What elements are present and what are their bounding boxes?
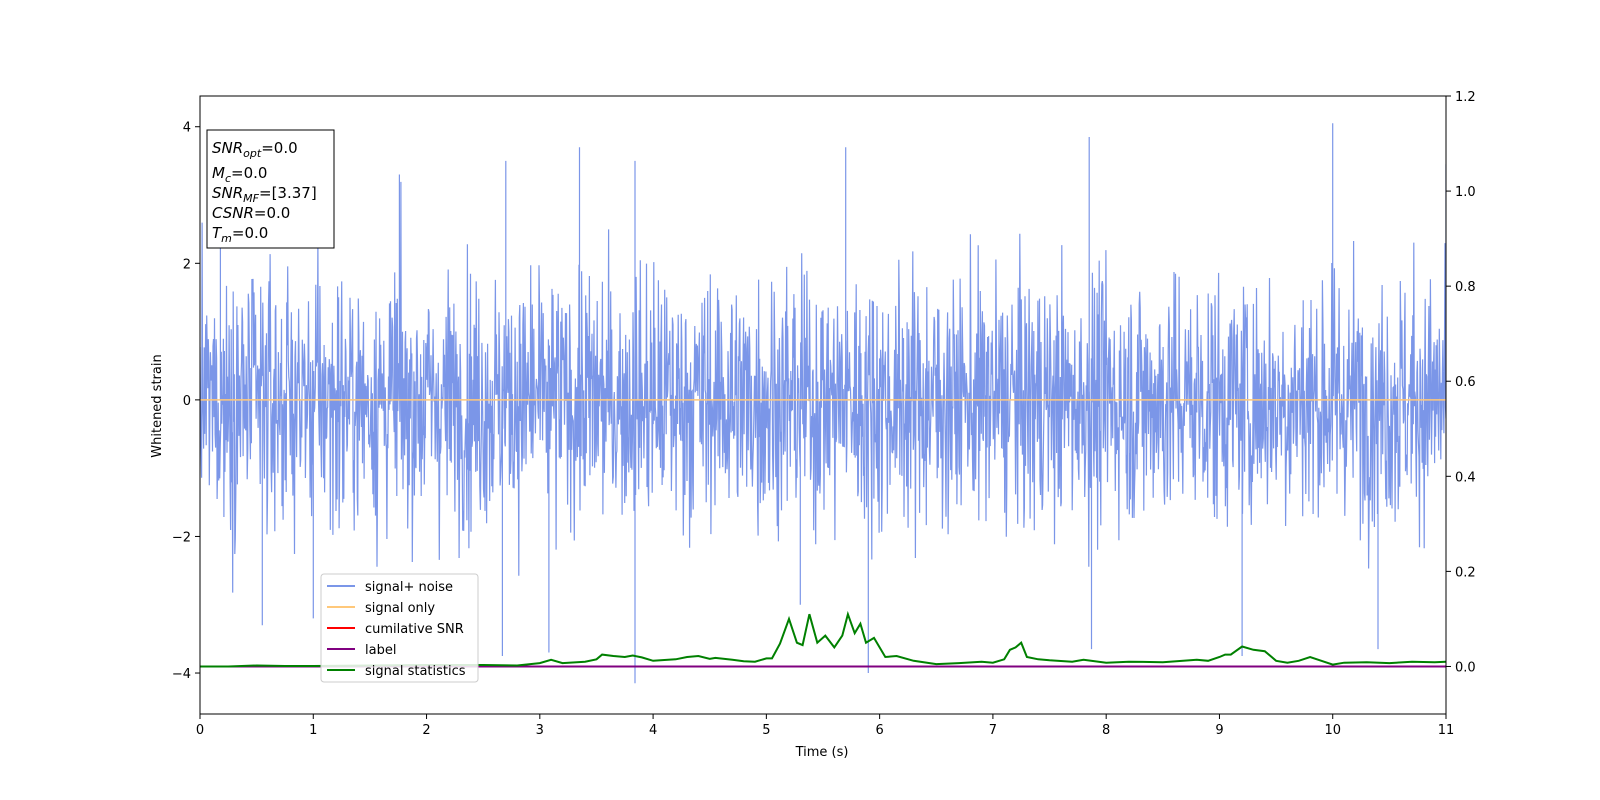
x-tick-label: 7 (989, 723, 997, 738)
y2-tick-label: 0.0 (1455, 660, 1476, 675)
x-tick-label: 4 (649, 723, 657, 738)
x-tick-label: 3 (536, 723, 544, 738)
annotation-line: Mc=0.0 (212, 164, 267, 185)
annotation-subscript: c (225, 172, 231, 185)
y-axis-right: 0.0 0.2 0.4 0.6 0.8 1.0 1.2 (1446, 90, 1476, 675)
annotation-line: Tm=0.0 (212, 224, 268, 245)
y-tick-label: 0 (183, 394, 191, 409)
annotation-value: =0.0 (231, 164, 267, 182)
y-axis-label: Whitened strain (150, 354, 165, 457)
y2-tick-label: 1.2 (1455, 90, 1476, 105)
annotation-line: SNRMF=[3.37] (212, 184, 317, 205)
legend-entry: signal+ noise (365, 580, 453, 595)
plot-frame (199, 95, 1447, 715)
y-tick-label: −2 (172, 530, 191, 545)
y2-tick-label: 0.6 (1455, 375, 1476, 390)
x-tick-label: 8 (1102, 723, 1110, 738)
legend-frame (320, 573, 479, 683)
legend-entry: label (365, 643, 396, 658)
legend-entry: signal statistics (365, 664, 466, 679)
legend-entry: signal only (365, 601, 435, 616)
x-tick-label: 5 (762, 723, 770, 738)
y2-tick-label: 0.8 (1455, 280, 1476, 295)
legend-entry: cumilative SNR (365, 622, 464, 637)
annotation-symbol: M (212, 164, 225, 182)
x-axis-label: Time (s) (795, 745, 849, 760)
y2-tick-label: 1.0 (1455, 185, 1476, 200)
series-signal-noise (200, 123, 1446, 684)
annotation-value: =0.0 (261, 139, 297, 157)
x-axis: 0 1 2 3 4 5 6 7 8 9 10 11 (196, 714, 1454, 738)
annotation-subscript: m (221, 232, 232, 245)
annotation-symbol: T (212, 224, 223, 242)
annotation-value: =0.0 (254, 204, 290, 222)
x-tick-label: 2 (422, 723, 430, 738)
annotation-subscript: MF (243, 192, 259, 205)
annotation-symbol: SNR (212, 139, 243, 157)
x-tick-label: 6 (875, 723, 883, 738)
y-axis-left: −4 −2 0 2 4 (172, 121, 200, 682)
y-tick-label: 2 (183, 257, 191, 272)
x-tick-label: 0 (196, 723, 204, 738)
y2-tick-label: 0.4 (1455, 470, 1476, 485)
annotation-symbol: SNR (212, 184, 243, 202)
annotation-line: CSNR=0.0 (212, 204, 290, 222)
legend: signal+ noise signal only cumilative SNR la… (320, 573, 479, 683)
y-tick-label: −4 (172, 667, 191, 682)
y2-tick-label: 0.2 (1455, 565, 1476, 580)
annotation-subscript: opt (243, 147, 262, 160)
x-tick-label: 9 (1215, 723, 1223, 738)
y-tick-label: 4 (183, 121, 191, 136)
annotation-frame (206, 129, 335, 249)
annotation-value: =0.0 (232, 224, 268, 242)
x-tick-label: 1 (309, 723, 317, 738)
annotation-symbol: CSNR (212, 204, 254, 222)
annotation-line: SNRopt=0.0 (212, 139, 298, 160)
x-tick-label: 10 (1324, 723, 1341, 738)
x-tick-label: 11 (1438, 723, 1455, 738)
annotation-value: =[3.37] (259, 184, 317, 202)
series-signal-statistics (200, 610, 1446, 668)
annotation-box: SNRopt=0.0Mc=0.0SNRMF=[3.37]CSNR=0.0Tm=0… (206, 129, 335, 249)
